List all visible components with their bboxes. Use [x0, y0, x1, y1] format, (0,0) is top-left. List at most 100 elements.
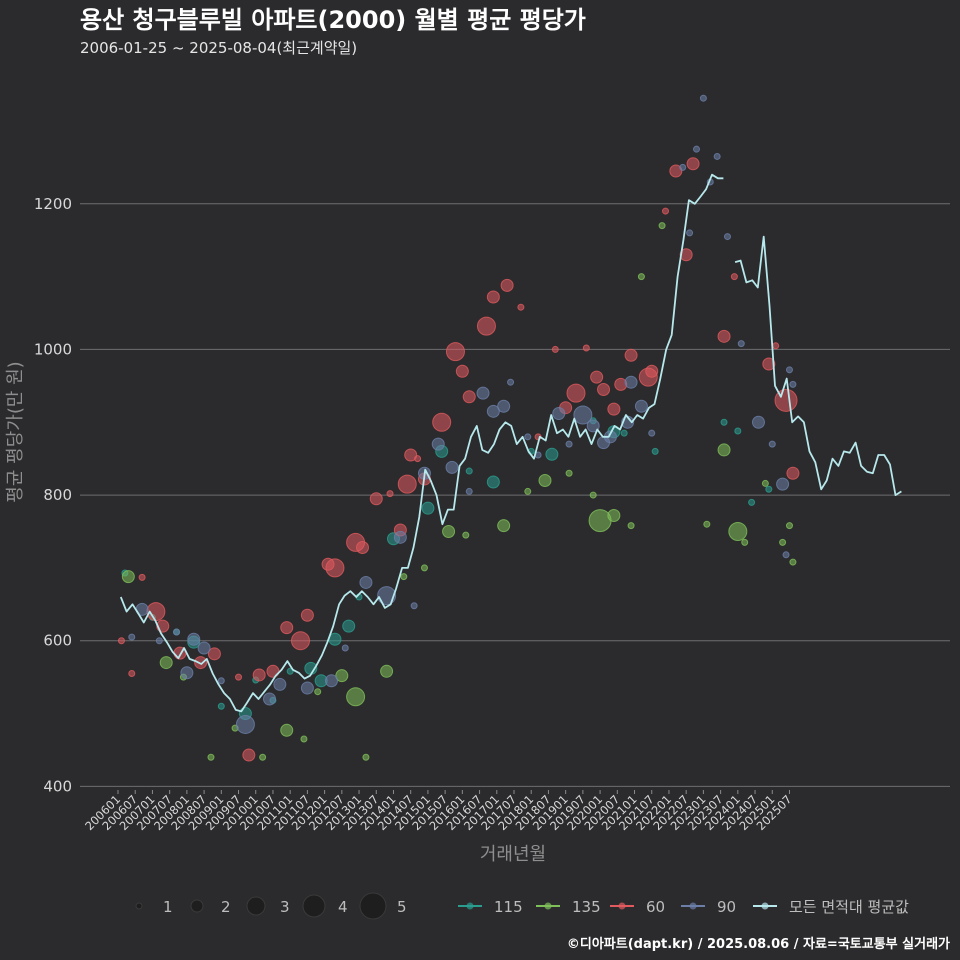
- point-115: [720, 418, 728, 426]
- point-60: [355, 541, 369, 555]
- point-90: [431, 437, 445, 451]
- legend-label: 모든 면적대 평균값: [789, 898, 909, 916]
- point-135: [442, 524, 456, 538]
- point-60: [386, 490, 394, 498]
- point-115: [651, 447, 659, 455]
- point-90: [180, 666, 194, 680]
- x-axis-title: 거래년월: [480, 844, 546, 865]
- point-135: [300, 735, 308, 743]
- y-tick-label: 600: [43, 632, 72, 650]
- point-90: [476, 386, 490, 400]
- point-90: [573, 405, 593, 425]
- y-axis-ticks: 400 600 800 1000 1200: [34, 195, 72, 796]
- grid-lines: [80, 203, 950, 787]
- size-legend-label: 4: [338, 898, 348, 916]
- point-90: [235, 714, 255, 734]
- point-135: [207, 753, 215, 761]
- point-60: [772, 342, 780, 350]
- point-115: [545, 447, 559, 461]
- color-legend: 115 135 60 90 모든 면적대 평균값: [458, 898, 909, 916]
- point-60: [597, 382, 611, 396]
- point-135: [346, 687, 366, 707]
- point-60: [128, 669, 136, 677]
- size-legend-key-4: [302, 894, 326, 918]
- point-90: [634, 399, 648, 413]
- point-60: [138, 573, 146, 581]
- point-90: [782, 551, 790, 559]
- point-60: [476, 316, 496, 336]
- size-legend-label: 1: [163, 898, 173, 916]
- point-135: [607, 508, 621, 522]
- point-60: [207, 647, 221, 661]
- point-60: [486, 290, 500, 304]
- point-90: [785, 366, 793, 374]
- point-90: [197, 641, 211, 655]
- point-135: [717, 443, 731, 457]
- point-90: [768, 440, 776, 448]
- average-line-segment: [734, 235, 902, 497]
- point-90: [410, 602, 418, 610]
- point-135: [280, 723, 294, 737]
- point-60: [717, 329, 731, 343]
- point-90: [751, 415, 765, 429]
- point-60: [686, 157, 700, 171]
- point-60: [762, 357, 776, 371]
- size-legend-label: 2: [221, 898, 231, 916]
- point-90: [565, 440, 573, 448]
- point-90: [393, 530, 407, 544]
- point-90: [445, 460, 459, 474]
- point-115: [217, 702, 225, 710]
- point-90: [723, 233, 731, 241]
- point-135: [159, 656, 173, 670]
- point-135: [420, 564, 428, 572]
- legend-dot-90: [689, 902, 697, 910]
- point-115: [465, 467, 473, 475]
- point-135: [779, 538, 787, 546]
- chart-subtitle: 2006-01-25 ~ 2025-08-04(최근계약일): [80, 39, 357, 57]
- legend-label: 90: [717, 898, 736, 916]
- point-60: [445, 342, 465, 362]
- size-legend-label: 3: [280, 898, 290, 916]
- point-135: [524, 487, 532, 495]
- point-135: [728, 521, 748, 541]
- average-line: [119, 173, 902, 713]
- point-90: [586, 419, 600, 433]
- point-135: [637, 273, 645, 281]
- legend-label: 115: [494, 898, 523, 916]
- point-135: [380, 664, 394, 678]
- point-90: [187, 632, 201, 646]
- point-90: [686, 229, 694, 237]
- point-60: [432, 412, 452, 432]
- legend-label: 135: [572, 898, 601, 916]
- point-115: [286, 667, 294, 675]
- point-60: [730, 273, 738, 281]
- point-60: [280, 621, 294, 635]
- point-135: [362, 753, 370, 761]
- point-90: [552, 407, 566, 421]
- point-60: [662, 207, 670, 215]
- y-tick-label: 400: [43, 777, 72, 795]
- x-axis-ticks: 2006012006072007012007072008012008072009…: [82, 790, 795, 833]
- point-135: [785, 522, 793, 530]
- point-115: [765, 485, 773, 493]
- point-135: [565, 469, 573, 477]
- point-90: [776, 477, 790, 491]
- point-60: [242, 748, 256, 762]
- chart-title: 용산 청구블루빌 아파트(2000) 월별 평균 평당가: [80, 6, 586, 34]
- legend-dot-115: [466, 902, 474, 910]
- point-60: [194, 656, 208, 670]
- size-legend-key-3: [246, 896, 266, 916]
- point-60: [300, 608, 314, 622]
- point-135: [789, 558, 797, 566]
- point-60: [414, 455, 422, 463]
- point-135: [538, 474, 552, 488]
- point-60: [397, 474, 417, 494]
- point-135: [121, 570, 135, 584]
- point-135: [259, 753, 267, 761]
- point-115: [486, 475, 500, 489]
- legend-label: 60: [646, 898, 665, 916]
- point-90: [713, 152, 721, 160]
- point-135: [497, 519, 511, 533]
- point-135: [627, 522, 635, 530]
- point-115: [421, 501, 435, 515]
